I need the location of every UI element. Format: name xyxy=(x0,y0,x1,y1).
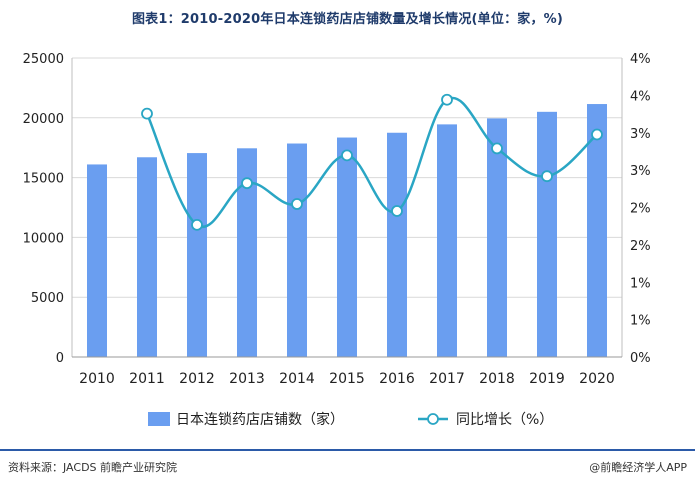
right-tick-label: 0% xyxy=(630,351,651,366)
left-tick-label: 25000 xyxy=(23,52,64,67)
x-tick-label: 2016 xyxy=(379,371,415,387)
legend-line-marker xyxy=(427,413,439,425)
growth-point xyxy=(441,93,453,106)
brand-text: @前瞻经济学人APP xyxy=(589,461,687,474)
legend-line-label: 同比增长（%） xyxy=(456,412,553,428)
right-tick-label: 3% xyxy=(630,164,651,179)
x-tick-label: 2012 xyxy=(179,371,215,387)
right-tick-label: 1% xyxy=(630,314,651,329)
left-tick-label: 5000 xyxy=(31,291,64,306)
chart-title: 图表1：2010-2020年日本连锁药店店铺数量及增长情况(单位：家，%) xyxy=(131,12,564,27)
bar xyxy=(187,153,207,357)
x-tick-label: 2018 xyxy=(479,371,515,387)
growth-point xyxy=(191,218,203,231)
x-tick-label: 2019 xyxy=(529,371,565,387)
growth-point xyxy=(291,198,303,210)
left-tick-label: 15000 xyxy=(23,172,64,187)
chart: 0 5000 10000 15000 20000 25000 0% 1% 1% 2% 2% 3% 3%… xyxy=(23,52,651,428)
bar xyxy=(287,143,307,357)
growth-point xyxy=(491,142,503,155)
growth-line xyxy=(145,96,598,229)
bar xyxy=(337,137,357,357)
right-tick-label: 3% xyxy=(630,127,651,142)
left-tick-label: 0 xyxy=(56,351,64,366)
bar xyxy=(437,124,457,358)
growth-point xyxy=(391,205,403,217)
growth-point xyxy=(541,170,553,183)
bar xyxy=(387,132,407,357)
line-series xyxy=(141,93,603,231)
right-tick-label: 1% xyxy=(630,276,651,291)
x-tick-label: 2017 xyxy=(429,371,465,387)
bar xyxy=(487,118,507,357)
right-tick-label: 2% xyxy=(630,239,651,254)
left-tick-label: 10000 xyxy=(23,231,64,246)
legend-bar-swatch xyxy=(148,412,170,426)
bar-series xyxy=(87,104,607,358)
x-tick-label: 2020 xyxy=(579,371,615,387)
x-tick-label: 2013 xyxy=(229,371,265,387)
x-tick-label: 2010 xyxy=(79,371,115,387)
right-tick-label: 4% xyxy=(630,52,651,67)
bar xyxy=(137,157,157,357)
growth-point xyxy=(241,177,253,190)
left-tick-label: 20000 xyxy=(23,112,64,127)
x-tick-label: 2011 xyxy=(129,371,165,387)
right-tick-label: 2% xyxy=(630,202,651,217)
growth-point xyxy=(341,149,353,162)
bar xyxy=(87,164,107,357)
bar xyxy=(237,148,257,357)
x-tick-label: 2015 xyxy=(329,371,365,387)
growth-point xyxy=(141,107,153,120)
bar xyxy=(537,111,557,357)
growth-point xyxy=(591,128,603,141)
x-tick-label: 2014 xyxy=(279,371,315,387)
legend-bar-label: 日本连锁药店店铺数（家） xyxy=(176,411,344,428)
source-text: 资料来源：JACDS 前瞻产业研究院 xyxy=(8,461,178,474)
bar xyxy=(587,104,607,358)
footer-rule xyxy=(0,449,695,451)
x-axis: 2010 2011 2012 2013 2014 2015 2016 2017 2018 2019… xyxy=(72,356,622,387)
right-axis: 0% 1% 1% 2% 2% 3% 3% 4% 4% xyxy=(621,52,651,366)
left-axis: 0 5000 10000 15000 20000 25000 xyxy=(23,52,73,366)
legend: 日本连锁药店店铺数（家） 同比增长（%） xyxy=(148,411,553,428)
footer: 资料来源：JACDS 前瞻产业研究院 @前瞻经济学人APP xyxy=(0,449,695,479)
right-tick-label: 4% xyxy=(630,89,651,104)
